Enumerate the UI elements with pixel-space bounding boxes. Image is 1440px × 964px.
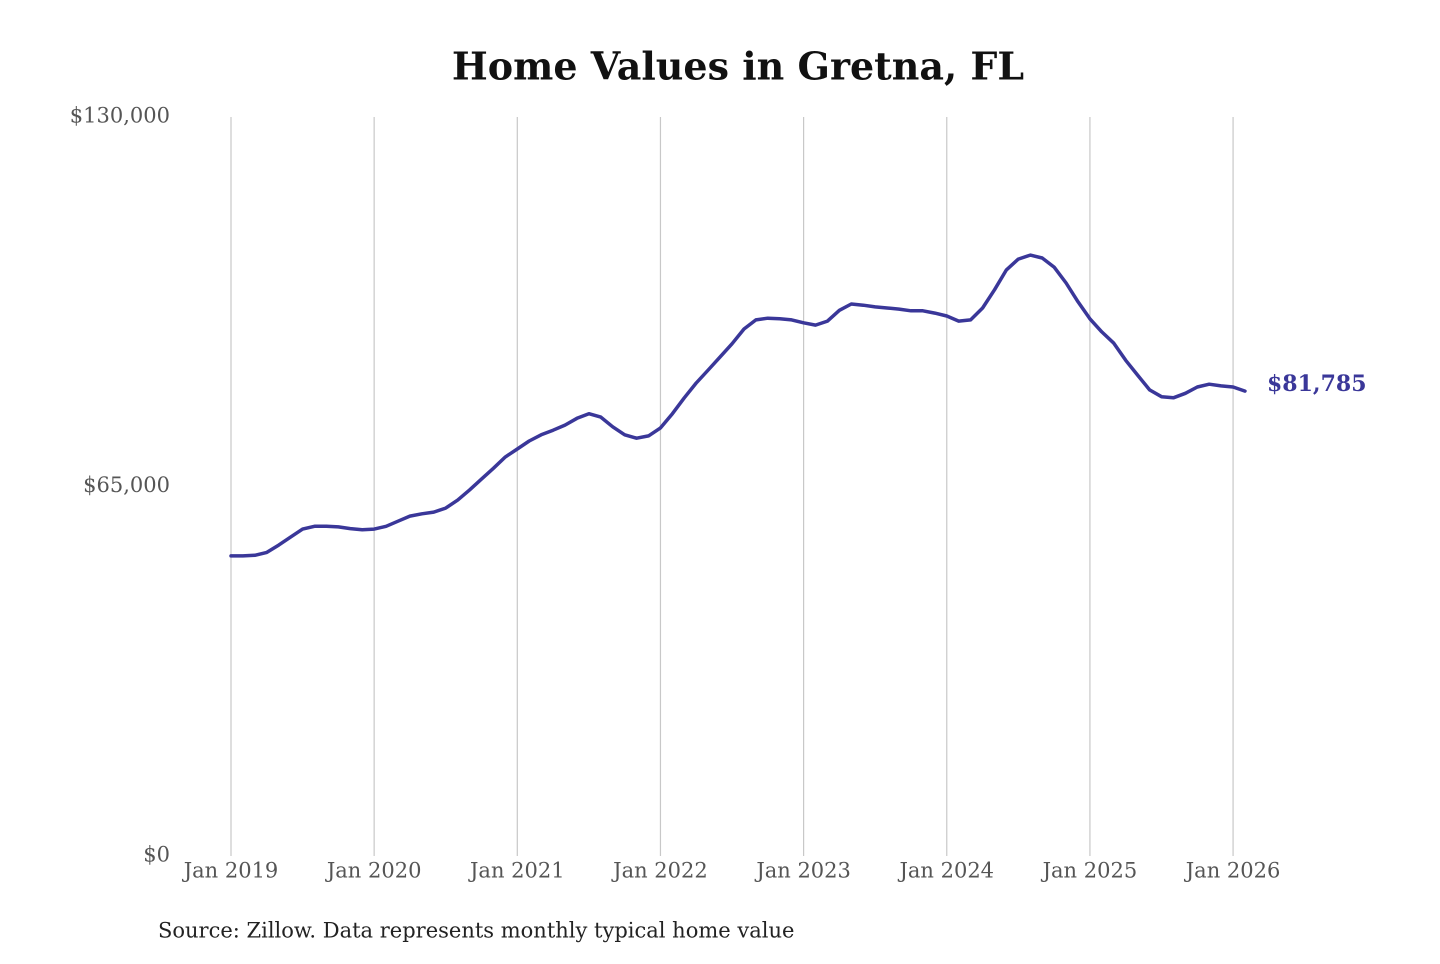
x-tick-label: Jan 2026 xyxy=(1184,859,1281,883)
y-tick-label: $0 xyxy=(143,843,170,867)
y-tick-label: $65,000 xyxy=(83,473,170,497)
data-line xyxy=(229,253,1247,558)
x-tick-label: Jan 2020 xyxy=(325,859,422,883)
x-tick-label: Jan 2019 xyxy=(182,859,279,883)
source-note: Source: Zillow. Data represents monthly … xyxy=(158,919,794,943)
x-tick-label: Jan 2024 xyxy=(897,859,994,883)
end-value-label: $81,785 xyxy=(1267,371,1367,397)
x-tick-label: Jan 2023 xyxy=(754,859,851,883)
y-tick-label: $130,000 xyxy=(70,104,170,128)
x-tick-label: Jan 2025 xyxy=(1041,859,1138,883)
chart-title: Home Values in Gretna, FL xyxy=(452,44,1024,89)
x-tick-label: Jan 2021 xyxy=(468,859,565,883)
x-tick-label: Jan 2022 xyxy=(611,859,708,883)
